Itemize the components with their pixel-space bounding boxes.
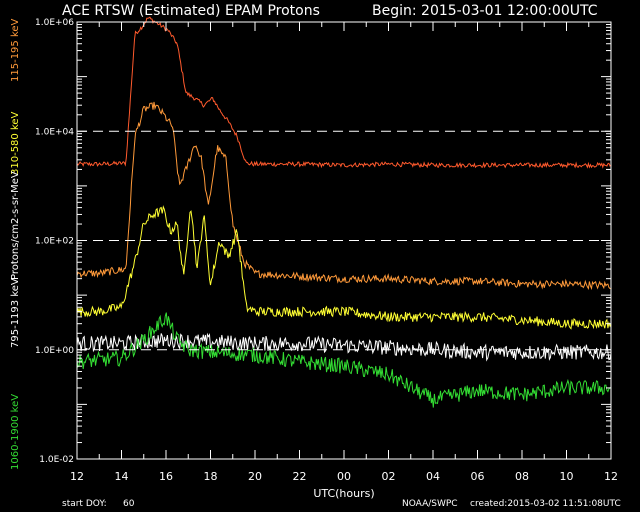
y-tick-label: 1.0E+02 bbox=[35, 237, 74, 247]
x-tick-label: 20 bbox=[248, 470, 262, 483]
chart-title: ACE RTSW (Estimated) EPAM Protons bbox=[62, 3, 320, 19]
y-axis-label: Protons/cm2-s-sr-MeV bbox=[10, 171, 21, 280]
x-ticks: 12 14 16 18 20 22 00 02 04 06 08 10 12 bbox=[70, 22, 618, 483]
series-line-1 bbox=[76, 101, 612, 291]
x-tick-label: 10 bbox=[560, 470, 574, 483]
start-doy-label: start DOY: bbox=[62, 499, 107, 509]
legend-text: 1060-1900 keV 795-1193 keV 310-580 keV 115-… bbox=[10, 0, 21, 470]
x-tick-label: 22 bbox=[293, 470, 307, 483]
x-tick-label: 12 bbox=[70, 470, 84, 483]
agency-label: NOAA/SWPC bbox=[402, 499, 458, 509]
reference-lines bbox=[77, 130, 611, 351]
x-tick-label: 00 bbox=[337, 470, 351, 483]
legend-rotated: 1060-1900 keV 795-1193 keV 310-580 keV 115-… bbox=[10, 0, 21, 470]
x-tick-label: 18 bbox=[204, 470, 218, 483]
created-label: created:2015-03-02 11:51:08UTC bbox=[470, 499, 621, 509]
series-line-3 bbox=[76, 332, 612, 362]
x-tick-label: 12 bbox=[604, 470, 618, 483]
legend-entry-4: 1060-1900 keV bbox=[10, 394, 21, 470]
series-line-2 bbox=[76, 205, 612, 330]
vertical-legend: 1060-1900 keV 795-1193 keV 310-580 keV 115-… bbox=[10, 0, 21, 470]
series-line-4 bbox=[76, 312, 612, 408]
x-tick-label: 02 bbox=[382, 470, 396, 483]
x-tick-label: 08 bbox=[515, 470, 529, 483]
start-doy-value: 60 bbox=[123, 499, 135, 509]
begin-label: Begin: 2015-03-01 12:00:00UTC bbox=[372, 3, 598, 19]
x-axis-label: UTC(hours) bbox=[313, 487, 374, 500]
x-tick-label: 14 bbox=[115, 470, 129, 483]
legend-entry-2: 310-580 keV bbox=[10, 111, 21, 175]
y-tick-label: 1.0E+00 bbox=[35, 346, 74, 356]
y-tick-label: 1.0E-02 bbox=[39, 455, 74, 465]
legend-entry-1: 115-195 keV bbox=[10, 18, 21, 82]
y-tick-label: 1.0E+06 bbox=[35, 18, 74, 28]
x-tick-label: 06 bbox=[471, 470, 485, 483]
y-tick-label: 1.0E+04 bbox=[35, 127, 74, 137]
legend-entry-3: 795-1193 keV bbox=[10, 278, 21, 348]
x-tick-label: 16 bbox=[159, 470, 173, 483]
x-tick-label: 04 bbox=[426, 470, 440, 483]
series-layer bbox=[76, 16, 612, 408]
y-ticks: 1.0E+06 1.0E+04 1.0E+02 1.0E+00 1.0E-02 bbox=[35, 18, 611, 465]
